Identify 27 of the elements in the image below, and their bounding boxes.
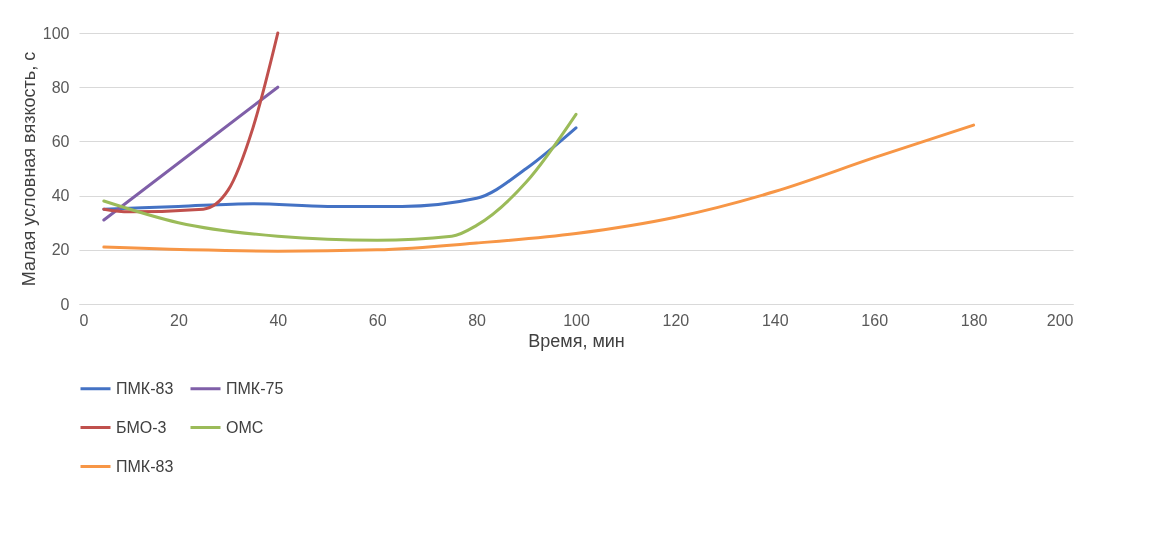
legend-label: ПМК-75: [226, 379, 284, 397]
x-tick-label: 180: [960, 311, 988, 329]
x-tick-label: 160: [861, 311, 889, 329]
x-tick-label: 80: [468, 311, 487, 329]
legend-label: ПМК-83: [116, 379, 174, 397]
x-tick-label: 120: [662, 311, 690, 329]
line-series: [102, 31, 280, 214]
x-tick-label: 0: [79, 311, 89, 329]
y-tick-label: 0: [60, 295, 70, 313]
x-tick-label: 20: [170, 311, 188, 329]
legend-label: БМО-3: [116, 418, 167, 436]
x-tick-label: 200: [1046, 311, 1074, 329]
x-tick-label: 100: [563, 311, 590, 329]
y-tick-label: 80: [51, 78, 70, 96]
line-series: [102, 112, 578, 242]
legend-label: ОМС: [226, 418, 264, 436]
y-tick-label: 20: [51, 241, 70, 259]
legend-label: ПМК-83: [116, 457, 174, 475]
x-tick-label: 60: [368, 311, 387, 329]
y-tick-label: 100: [42, 24, 70, 42]
x-axis-title: Время, мин: [528, 330, 625, 351]
x-tick-label: 40: [269, 311, 288, 329]
y-tick-label: 40: [51, 187, 70, 205]
line-series: [102, 123, 976, 253]
x-tick-label: 140: [761, 311, 789, 329]
y-axis-title: Малая условная вязкость, с: [18, 51, 39, 287]
y-tick-label: 60: [51, 132, 70, 150]
